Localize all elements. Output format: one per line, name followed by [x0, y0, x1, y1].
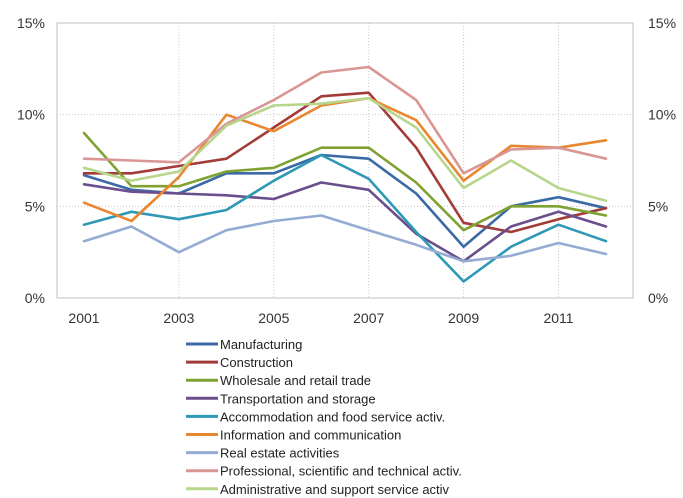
legend-label-8: Administrative and support service activ — [220, 482, 450, 497]
series-line-4 — [82, 153, 608, 283]
y-tick-label-right: 5% — [648, 198, 668, 214]
legend-label-3: Transportation and storage — [220, 391, 376, 406]
x-tick-label: 2005 — [258, 310, 289, 326]
series-line-2 — [82, 131, 608, 232]
legend: Manufacturing Construction Wholesale and r… — [186, 337, 462, 497]
y-tick-label-left: 0% — [25, 290, 45, 306]
y-tick-label-left: 5% — [25, 198, 45, 214]
y-axis-left: 0% 5% 10% 15% — [17, 15, 45, 306]
legend-label-6: Real estate activities — [220, 446, 340, 461]
legend-label-1: Construction — [220, 355, 293, 370]
series-line-6 — [82, 214, 608, 263]
x-tick-label: 2001 — [68, 310, 99, 326]
legend-label-5: Information and communication — [220, 428, 401, 443]
y-tick-label-right: 15% — [648, 15, 676, 31]
legend-label-7: Professional, scientific and technical a… — [220, 464, 462, 479]
x-tick-label: 2009 — [448, 310, 479, 326]
series-line-3 — [82, 181, 608, 263]
x-tick-label: 2011 — [543, 310, 573, 326]
series-lines — [82, 65, 608, 283]
x-tick-label: 2003 — [163, 310, 194, 326]
y-tick-label-right: 0% — [648, 290, 668, 306]
x-tick-label: 2007 — [353, 310, 384, 326]
legend-label-0: Manufacturing — [220, 337, 302, 352]
series-line-7 — [82, 65, 608, 175]
y-tick-label-left: 15% — [17, 15, 45, 31]
legend-label-4: Accommodation and food service activ. — [220, 409, 445, 424]
y-axis-right: 0% 5% 10% 15% — [648, 15, 676, 306]
x-axis: 2001 2003 2005 2007 2009 2011 — [68, 310, 573, 326]
legend-label-2: Wholesale and retail trade — [220, 373, 371, 388]
y-tick-label-left: 10% — [17, 107, 45, 123]
series-line-8 — [82, 96, 608, 203]
y-tick-label-right: 10% — [648, 107, 676, 123]
series-line-1 — [82, 91, 608, 234]
